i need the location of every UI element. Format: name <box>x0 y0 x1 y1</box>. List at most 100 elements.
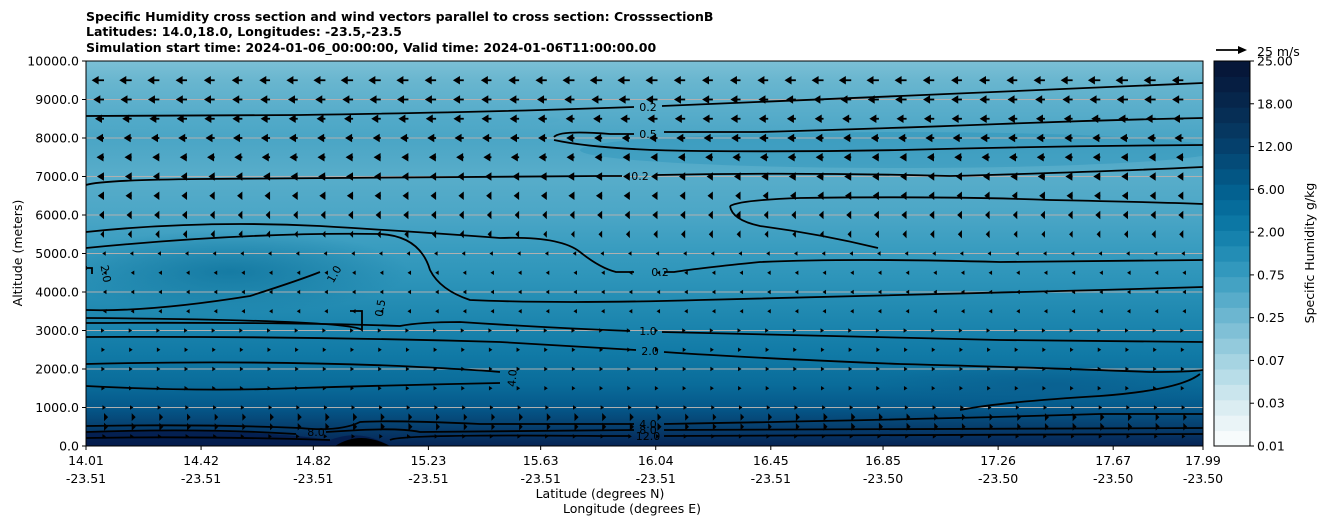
wind-vector <box>847 230 852 238</box>
wind-vector <box>904 405 909 410</box>
colorbar-tick-label: 18.00 <box>1257 96 1293 111</box>
wind-vector <box>1060 76 1073 85</box>
wind-vector <box>571 347 576 352</box>
y-tick-label: 8000.0 <box>35 131 79 146</box>
wind-vector <box>261 153 271 162</box>
wind-vector <box>182 230 188 239</box>
wind-vector <box>516 366 521 372</box>
wind-vector <box>237 210 243 220</box>
contour-label-4p0: 4.0 <box>505 369 519 388</box>
wind-vector <box>372 133 381 143</box>
wind-vector <box>291 191 298 200</box>
wind-vector <box>983 172 990 181</box>
quiver-key-label: 25 m/s <box>1257 44 1300 59</box>
wind-vector <box>377 328 382 333</box>
wind-vector <box>625 230 630 239</box>
wind-vector <box>186 309 190 314</box>
wind-vector <box>405 366 410 372</box>
wind-vector <box>1143 76 1156 85</box>
x-tick-label-longitude: -23.51 <box>66 471 106 486</box>
wind-vector <box>593 114 603 123</box>
wind-vector <box>617 76 630 85</box>
wind-vector <box>126 210 132 220</box>
wind-vector <box>768 413 773 421</box>
wind-vector <box>408 413 413 421</box>
wind-vector <box>702 114 713 123</box>
wind-vector <box>1100 413 1105 422</box>
wind-vector <box>159 422 164 431</box>
wind-vector <box>952 133 962 143</box>
contour-line-1p0-upper <box>86 266 321 312</box>
wind-vector <box>209 210 215 220</box>
wind-vector <box>815 153 824 162</box>
wind-vector <box>951 95 962 104</box>
wind-vector <box>541 191 547 200</box>
wind-vector <box>811 76 824 85</box>
wind-vector <box>957 210 962 220</box>
wind-vector <box>185 251 189 256</box>
wind-vector <box>1145 114 1156 123</box>
wind-vector <box>400 133 409 143</box>
wind-vector <box>923 95 935 104</box>
wind-vector <box>708 230 713 239</box>
wind-vector <box>538 153 547 162</box>
wind-vector <box>673 76 686 85</box>
wind-vector <box>373 153 381 162</box>
wind-vector <box>956 191 962 200</box>
wind-vector <box>679 191 686 200</box>
wind-vector <box>516 386 521 391</box>
wind-vector <box>761 172 769 181</box>
wind-vector <box>397 95 409 104</box>
wind-vector <box>1174 133 1184 143</box>
wind-vector <box>1044 423 1049 431</box>
wind-vector <box>569 210 575 220</box>
colorbar-segment <box>1214 338 1250 355</box>
wind-vector <box>435 270 439 275</box>
wind-vector <box>730 114 741 123</box>
wind-vector <box>124 153 132 162</box>
wind-vector <box>490 270 494 275</box>
wind-vector <box>1098 251 1103 256</box>
wind-vector <box>214 413 219 421</box>
wind-vector <box>242 423 246 431</box>
wind-vector <box>1071 289 1076 295</box>
wind-vector <box>573 309 577 314</box>
wind-vector <box>903 328 908 333</box>
wind-vector <box>873 210 879 220</box>
wind-vector <box>981 153 990 162</box>
wind-vector <box>185 405 189 410</box>
wind-vector <box>237 191 243 200</box>
x-tick-label-longitude: -23.51 <box>181 471 221 486</box>
wind-vector <box>268 251 272 256</box>
wind-vector <box>184 366 189 372</box>
wind-vector <box>628 434 632 439</box>
wind-vector <box>922 76 935 85</box>
colorbar-segment <box>1214 153 1250 170</box>
wind-vector <box>628 309 633 314</box>
wind-vector <box>130 289 135 295</box>
wind-vector <box>878 422 884 431</box>
wind-vector <box>187 413 191 421</box>
wind-vector <box>767 309 771 314</box>
wind-vector <box>234 153 243 162</box>
wind-vector <box>758 114 769 123</box>
wind-vector <box>185 434 190 439</box>
wind-vector <box>130 434 134 439</box>
wind-vector <box>647 114 658 123</box>
wind-vector <box>295 434 300 439</box>
wind-vector <box>260 133 271 143</box>
wind-vector <box>101 366 105 372</box>
wind-vector <box>846 210 852 220</box>
wind-vector <box>790 191 796 200</box>
wind-vector <box>739 289 744 295</box>
wind-vector <box>212 386 216 391</box>
wind-vector <box>159 413 164 421</box>
wind-vector <box>629 422 634 431</box>
wind-vector <box>287 95 298 104</box>
wind-vector <box>654 366 659 372</box>
wind-vector <box>767 270 771 275</box>
wind-vector <box>869 114 879 123</box>
wind-vector <box>457 172 464 181</box>
wind-vector <box>1180 386 1185 391</box>
wind-vector <box>402 191 409 200</box>
